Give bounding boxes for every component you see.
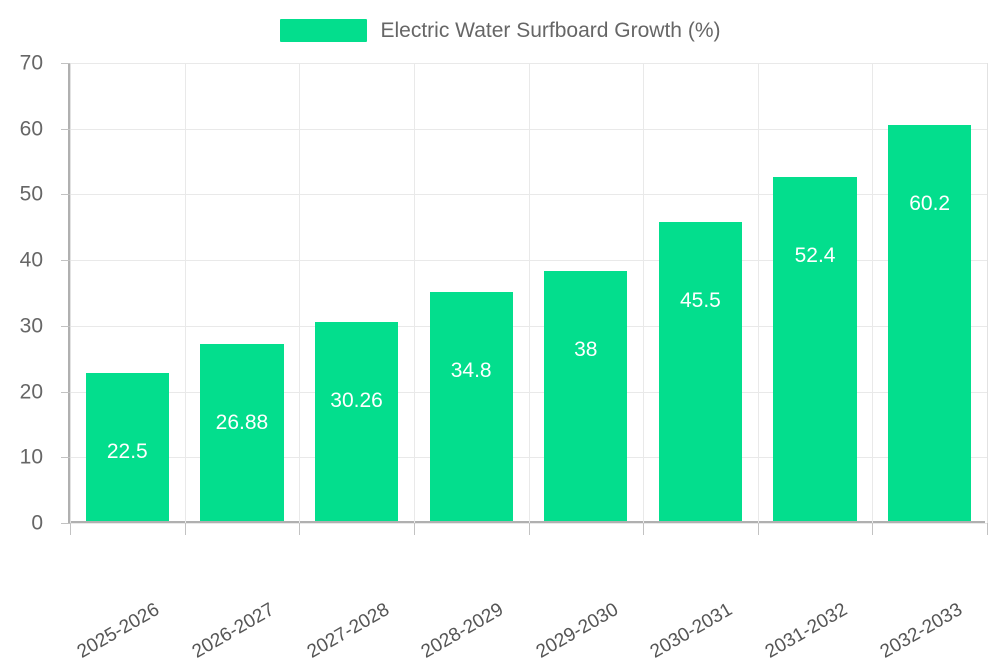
y-axis-tick-label: 40	[19, 248, 43, 272]
x-gridline	[987, 63, 988, 523]
y-gridline	[70, 128, 987, 130]
x-tick-mark	[872, 523, 873, 535]
y-tick-mark	[61, 194, 70, 196]
y-tick-mark	[61, 457, 70, 459]
x-tick-mark	[414, 523, 415, 535]
y-axis-tick-label: 30	[19, 314, 43, 338]
x-axis-tick-label: 2026-2027	[188, 599, 278, 663]
x-gridline	[872, 63, 873, 523]
y-gridline	[70, 194, 987, 196]
bar-value-label: 38	[574, 338, 598, 362]
x-axis-tick-label: 2030-2031	[647, 599, 737, 663]
bar-value-label: 52.4	[794, 243, 836, 267]
plot-area: 0 10 20 30 40 50 60 70 22.5 2025-2026 26.88 2026-20…	[20, 53, 988, 663]
bar-value-label: 22.5	[106, 440, 148, 464]
bar[interactable]: 34.8	[429, 292, 513, 521]
x-axis-tick-label: 2031-2032	[761, 599, 852, 663]
x-tick-mark	[299, 523, 300, 535]
x-axis-tick-label: 2029-2030	[532, 599, 622, 663]
y-tick-mark	[61, 325, 70, 327]
bar-value-label: 34.8	[450, 359, 492, 383]
bar-value-label: 30.26	[330, 389, 383, 413]
y-tick-mark	[61, 128, 70, 130]
x-axis-tick-label: 2025-2026	[74, 599, 164, 663]
x-tick-mark	[643, 523, 644, 535]
bar[interactable]: 52.4	[773, 176, 857, 521]
x-gridline	[70, 63, 71, 523]
chart-legend: Electric Water Surfboard Growth (%)	[0, 14, 1000, 46]
y-tick-mark	[61, 63, 70, 64]
y-tick-mark	[61, 391, 70, 393]
y-axis-tick-label: 70	[19, 51, 43, 75]
y-axis-tick-label: 20	[19, 380, 43, 404]
bar[interactable]: 45.5	[658, 222, 743, 521]
x-gridline	[414, 63, 415, 523]
bar-value-label: 45.5	[679, 289, 721, 312]
y-axis-tick-label: 10	[19, 445, 43, 469]
bar[interactable]: 60.2	[888, 125, 972, 521]
legend-label: Electric Water Surfboard Growth (%)	[380, 18, 721, 42]
x-tick-mark	[529, 523, 530, 535]
x-tick-mark	[185, 523, 186, 535]
x-tick-mark	[758, 523, 759, 535]
y-axis-tick-label: 50	[19, 182, 43, 206]
y-gridline	[70, 260, 987, 262]
x-tick-mark	[987, 523, 988, 535]
x-gridline	[299, 63, 300, 523]
x-axis-tick-label: 2027-2028	[303, 599, 393, 663]
x-gridline	[185, 63, 186, 523]
y-gridline	[70, 325, 987, 327]
y-gridline	[70, 391, 987, 393]
y-gridline	[70, 63, 987, 64]
y-axis-tick-label: 60	[19, 117, 43, 141]
y-tick-mark	[61, 523, 70, 524]
legend-color-swatch	[279, 18, 367, 42]
bar-chart: Electric Water Surfboard Growth (%) 0 10 2…	[0, 14, 1000, 663]
y-tick-mark	[61, 260, 70, 262]
x-gridline	[643, 63, 644, 523]
y-axis-tick-label: 0	[31, 511, 43, 535]
x-axis-tick-label: 2028-2029	[417, 599, 508, 663]
x-axis-tick-label: 2032-2033	[876, 599, 966, 663]
bar[interactable]: 30.26	[314, 322, 399, 521]
bar[interactable]: 22.5	[85, 373, 169, 521]
x-gridline	[529, 63, 530, 523]
y-gridline	[70, 523, 987, 524]
bar[interactable]: 38	[544, 271, 628, 521]
bar-value-label: 26.88	[215, 411, 269, 435]
x-gridline	[758, 63, 759, 523]
x-tick-mark	[70, 523, 71, 535]
bar[interactable]: 26.88	[200, 344, 284, 521]
bar-value-label: 60.2	[909, 192, 951, 216]
y-gridline	[70, 457, 987, 459]
